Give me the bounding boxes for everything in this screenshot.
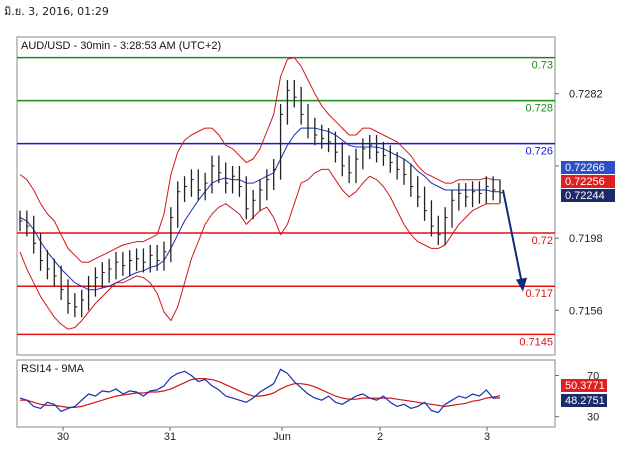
price-badge-label: 0.72256 bbox=[565, 176, 605, 188]
price-tick-label: 0.7156 bbox=[569, 305, 603, 317]
rsi-badge-label: 48.2751 bbox=[565, 395, 605, 407]
x-tick-label: 30 bbox=[57, 431, 69, 443]
main-chart-title: AUD/USD - 30min - 3:28:53 AM (UTC+2) bbox=[21, 40, 221, 52]
main-plot-area bbox=[16, 36, 556, 356]
timestamp-label: มิ.ย. 3, 2016, 01:29 bbox=[4, 5, 109, 18]
price-badge-label: 0.72266 bbox=[565, 162, 605, 174]
x-tick-label: Jun bbox=[273, 431, 291, 443]
rsi-plot-area bbox=[16, 359, 556, 428]
level-label-3: 0.72 bbox=[532, 235, 553, 247]
price-badge-label: 0.72244 bbox=[565, 190, 605, 202]
level-label-2: 0.726 bbox=[525, 146, 553, 158]
x-tick-label: 2 bbox=[377, 431, 383, 443]
rsi-ma-line bbox=[20, 378, 501, 408]
bollinger-upper-line bbox=[19, 57, 500, 263]
rsi-badge bbox=[561, 379, 607, 392]
level-label-5: 0.7145 bbox=[519, 336, 553, 348]
rsi-tick-label: 30 bbox=[587, 412, 599, 424]
rsi-badge bbox=[561, 394, 607, 407]
level-label-4: 0.717 bbox=[525, 288, 553, 300]
forecast-arrow-line bbox=[502, 189, 523, 284]
price-badge bbox=[561, 189, 615, 202]
price-tick-label: 0.7198 bbox=[569, 233, 603, 245]
level-label-0: 0.73 bbox=[532, 60, 553, 72]
forecast-arrow-head bbox=[516, 277, 527, 292]
x-tick-label: 31 bbox=[164, 431, 176, 443]
level-label-1: 0.728 bbox=[525, 103, 553, 115]
price-badge bbox=[561, 161, 615, 174]
rsi-badge-label: 50.3771 bbox=[565, 380, 605, 392]
x-tick-label: 3 bbox=[484, 431, 490, 443]
rsi-line bbox=[19, 368, 501, 414]
rsi-chart-title: RSI14 - 9MA bbox=[21, 363, 85, 375]
price-tick-label: 0.7282 bbox=[569, 89, 603, 101]
price-badge bbox=[561, 175, 615, 188]
